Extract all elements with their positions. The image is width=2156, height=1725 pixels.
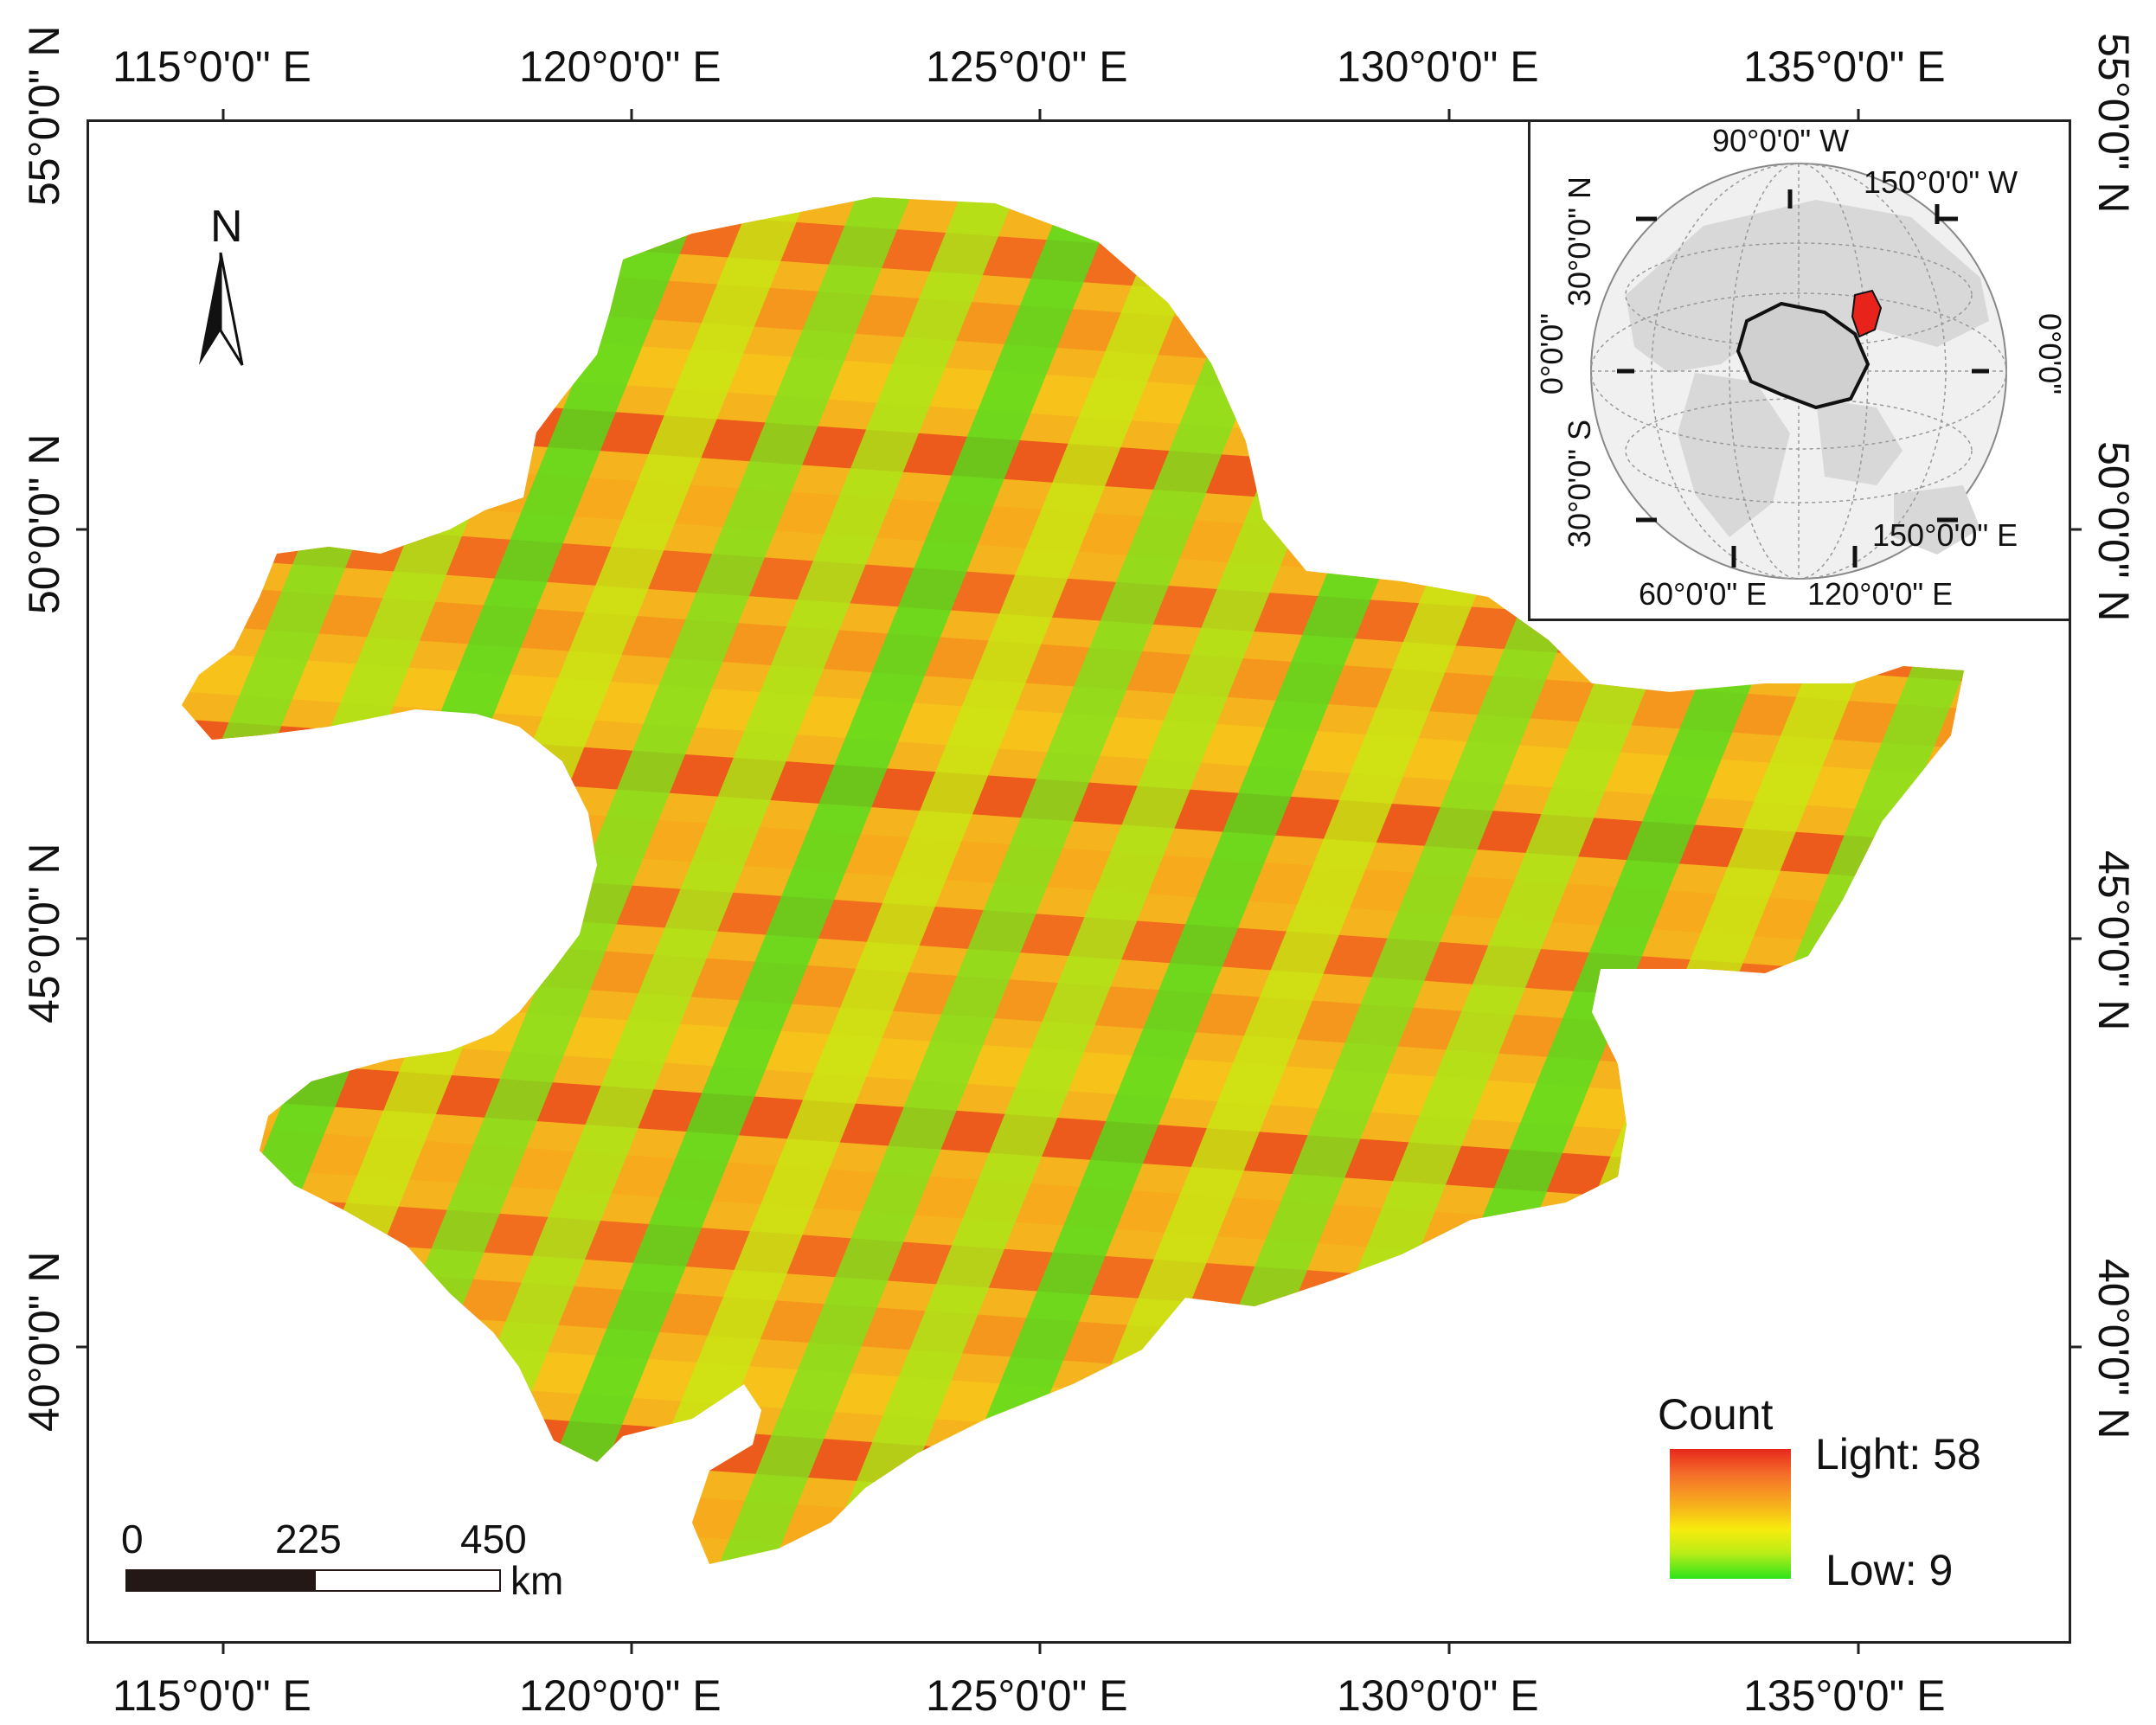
north-arrow-icon [199, 252, 244, 366]
lon-label-top-130: 130°0'0" E [1337, 42, 1539, 91]
lon-label-top-120: 120°0'0" E [519, 42, 722, 91]
swath-band-d [577, 197, 1241, 1564]
legend-color-ramp [1670, 1449, 1791, 1579]
land-masses [1626, 200, 1989, 555]
lon-label-bottom-120: 120°0'0" E [519, 1671, 722, 1720]
map-frame [87, 119, 2071, 1644]
legend: Count Light: 58 Low: 9 [1644, 1393, 2042, 1600]
lon-label-bottom-115: 115°0'0" E [112, 1671, 311, 1720]
legend-high-label: Light: 58 [1815, 1430, 1981, 1478]
inset-ticks [1617, 189, 1989, 568]
frame-ticks [76, 109, 2082, 1654]
globe-canvas [1590, 163, 2007, 580]
china-outline [1736, 301, 1870, 410]
north-label: N [210, 202, 243, 252]
scale-unit: km [510, 1558, 564, 1603]
lon-label-bottom-125: 125°0'0" E [926, 1671, 1128, 1720]
scale-tick-0: 0 [121, 1517, 144, 1561]
swath-band-d [369, 197, 1033, 1564]
scale-bar-filled [125, 1569, 318, 1592]
inset-label-0-left: 0°0'0" [1534, 312, 1569, 395]
inset-label-90w: 90°0'0" W [1712, 123, 1850, 158]
scale-tick-450: 450 [460, 1517, 527, 1561]
inset-label-150e: 150°0'0" E [1872, 517, 2018, 553]
scale-tick-225: 225 [275, 1517, 342, 1561]
inset-label-30s: 30°0'0" S [1562, 419, 1597, 548]
lon-label-bottom-130: 130°0'0" E [1337, 1671, 1539, 1720]
inset-label-30n: 30°0'0" N [1562, 176, 1597, 307]
scale-bar: 0 225 450 km [121, 1519, 588, 1614]
inset-label-120e: 120°0'0" E [1807, 576, 1954, 612]
study-region-highlight [1851, 289, 1883, 338]
scale-bar-empty [314, 1569, 501, 1592]
legend-title: Count [1658, 1390, 1774, 1439]
swath-band-d [681, 197, 1344, 1564]
lon-label-top-115: 115°0'0" E [112, 42, 311, 91]
lon-label-top-125: 125°0'0" E [926, 42, 1128, 91]
inset-label-150w: 150°0'0" W [1864, 164, 2018, 200]
legend-low-label: Low: 9 [1826, 1546, 1954, 1594]
inset-label-60e: 60°0'0" E [1639, 576, 1768, 612]
inset-globe-map: 90°0'0" W 150°0'0" W 30°0'0" N 0°0'0" 30… [1528, 119, 2071, 621]
lon-label-bottom-135: 135°0'0" E [1743, 1671, 1946, 1720]
inset-label-0-right: 0°0'0" [2032, 312, 2068, 395]
swath-band-d [473, 197, 1137, 1564]
lon-label-top-135: 135°0'0" E [1743, 42, 1946, 91]
